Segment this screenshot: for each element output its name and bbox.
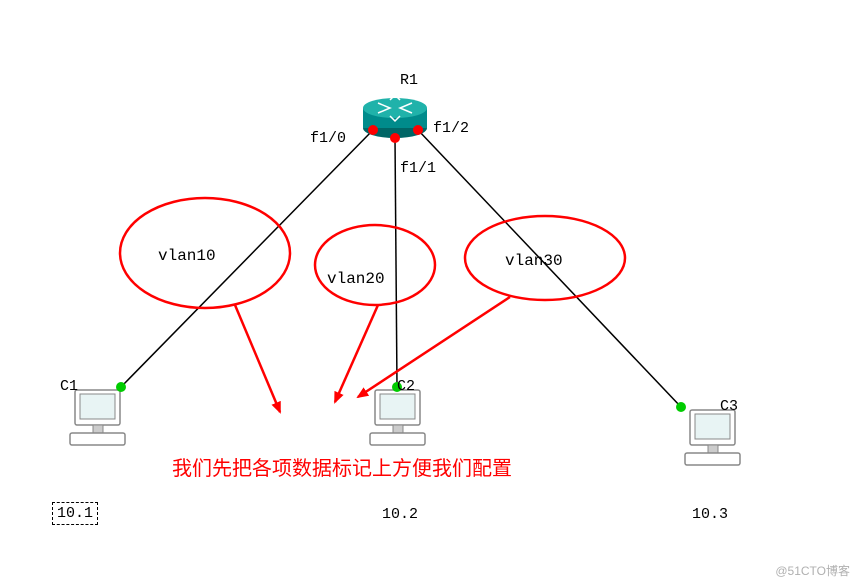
watermark: @51CTO博客 bbox=[775, 562, 850, 579]
port-dot-f1-1 bbox=[390, 133, 400, 143]
link-r1-c2 bbox=[395, 138, 397, 387]
port-label-f1-0: f1/0 bbox=[310, 130, 346, 147]
arrow-vlan10 bbox=[235, 305, 280, 412]
port-label-f1-2: f1/2 bbox=[433, 120, 469, 137]
annotation-arrows bbox=[235, 297, 510, 412]
host-label-c3: C3 bbox=[720, 398, 738, 415]
ip-label-c3: 10.3 bbox=[692, 506, 728, 523]
vlan10-label: vlan10 bbox=[158, 247, 216, 265]
vlan20-circle bbox=[315, 225, 435, 305]
host-label-c2: C2 bbox=[397, 378, 415, 395]
link-dot-c1 bbox=[116, 382, 126, 392]
pc-c2-icon bbox=[370, 390, 425, 445]
vlan20-label: vlan20 bbox=[327, 270, 385, 288]
ip-label-c1: 10.1 bbox=[52, 502, 98, 525]
link-dot-c3 bbox=[676, 402, 686, 412]
port-dot-f1-2 bbox=[413, 125, 423, 135]
pc-c1-icon bbox=[70, 390, 125, 445]
diagram-canvas bbox=[0, 0, 856, 583]
port-dot-f1-0 bbox=[368, 125, 378, 135]
diagram-caption: 我们先把各项数据标记上方便我们配置 bbox=[172, 452, 512, 481]
arrow-vlan30 bbox=[358, 297, 510, 397]
ip-label-c2: 10.2 bbox=[382, 506, 418, 523]
pc-c3-icon bbox=[685, 410, 740, 465]
host-label-c1: C1 bbox=[60, 378, 78, 395]
port-label-f1-1: f1/1 bbox=[400, 160, 436, 177]
vlan30-label: vlan30 bbox=[505, 252, 563, 270]
router-label: R1 bbox=[400, 72, 418, 89]
